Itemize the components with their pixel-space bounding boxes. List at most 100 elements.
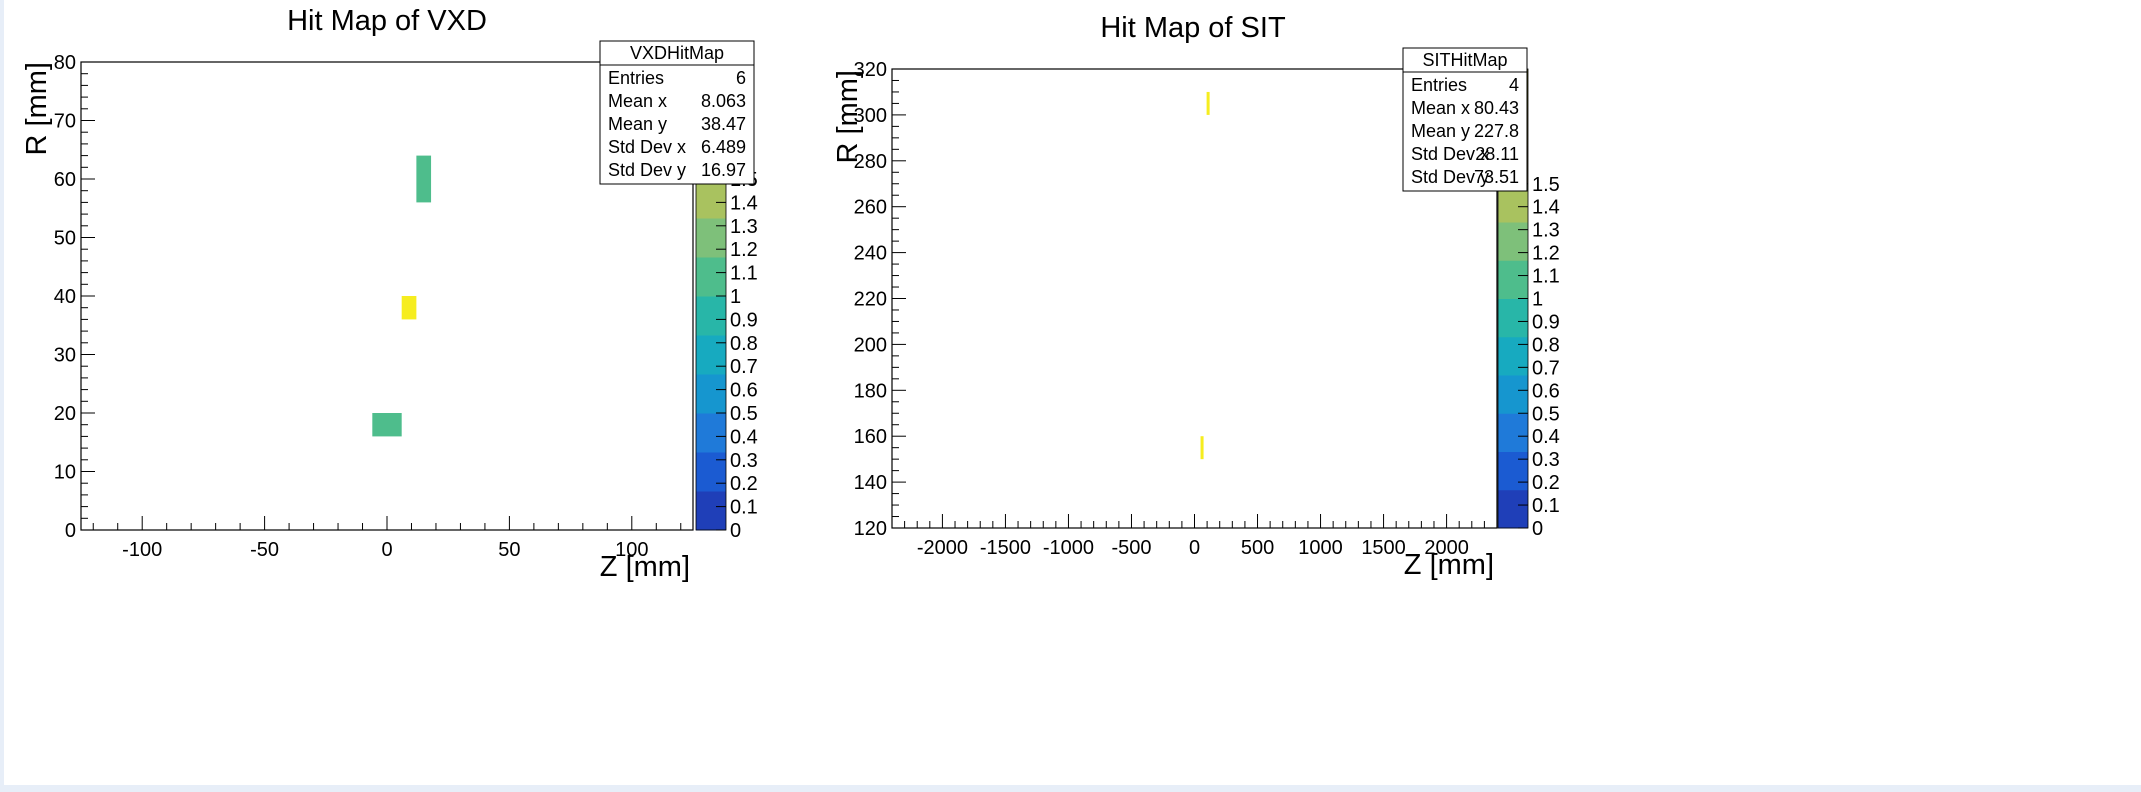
stats-row-label: Std Dev y <box>608 160 686 180</box>
colorbar-segment <box>696 257 726 297</box>
x-axis-label: Z [mm] <box>1404 549 1494 581</box>
y-tick-label: 320 <box>854 59 887 81</box>
stats-row-value: 6.489 <box>701 137 746 157</box>
y-tick-label: 10 <box>54 462 76 484</box>
y-tick-label: 20 <box>54 403 76 425</box>
colorbar-label: 1 <box>730 286 741 308</box>
colorbar-label: 0.2 <box>1532 472 1560 494</box>
y-tick-label: 60 <box>54 169 76 191</box>
colorbar-segment <box>1498 489 1528 529</box>
colorbar-label: 0.4 <box>1532 426 1560 448</box>
stats-row-label: Std Dev x <box>608 137 686 157</box>
y-tick-label: 0 <box>65 520 76 542</box>
data-cell <box>372 413 402 437</box>
y-tick-label: 80 <box>54 52 76 74</box>
stats-row-value: 8.063 <box>701 91 746 111</box>
colorbar-label: 0 <box>730 520 741 542</box>
colorbar-segment <box>696 335 726 375</box>
colorbar-label: 0.5 <box>730 403 758 425</box>
chart-panel-2: Hit Map of SIT-2000 -1500 -1000 -500 0 500 100… <box>832 12 1560 581</box>
colorbar-label: 0.8 <box>730 333 758 355</box>
colorbar-label: 1.1 <box>1532 266 1560 288</box>
stats-box-title: SITHitMap <box>1422 50 1507 70</box>
colorbar-segment <box>696 296 726 336</box>
y-axis-label: R [mm] <box>21 62 53 155</box>
stats-row-label: Entries <box>608 68 664 88</box>
y-tick-label: 50 <box>54 228 76 250</box>
stats-row-label: Mean x <box>1411 98 1470 118</box>
colorbar-label: 0.1 <box>730 497 758 519</box>
colorbar-label: 0.3 <box>1532 449 1560 471</box>
stats-row-value: 80.43 <box>1474 98 1519 118</box>
stats-row-value: 28.11 <box>1475 144 1519 164</box>
chart-title: Hit Map of VXD <box>287 5 487 37</box>
y-tick-label: 70 <box>54 111 76 133</box>
stats-row-value: 38.47 <box>701 114 746 134</box>
y-tick-label: 180 <box>854 380 887 402</box>
colorbar-label: 0.6 <box>730 380 758 402</box>
colorbar-segment <box>696 413 726 453</box>
stats-row-label: Std Dev y <box>1411 167 1489 187</box>
data-cell <box>1206 91 1210 115</box>
colorbar-segment <box>1498 451 1528 491</box>
x-tick-label: -100 <box>122 539 162 561</box>
colorbar-segment <box>696 452 726 492</box>
stats-row-label: Std Dev x <box>1411 144 1489 164</box>
colorbar-label: 0 <box>1532 518 1543 540</box>
stats-row-value: 73.51 <box>1474 167 1519 187</box>
colorbar-label: 1.2 <box>730 239 758 261</box>
colorbar-label: 1.3 <box>730 216 758 238</box>
x-tick-label: -2000 <box>917 537 968 559</box>
colorbar-segment <box>1498 375 1528 414</box>
x-tick-label: 1500 <box>1361 537 1406 559</box>
bottom-edge-strip <box>0 785 2141 792</box>
colorbar-label: 1.4 <box>1532 197 1560 219</box>
colorbar-label: 1.2 <box>1532 243 1560 265</box>
stats-row-label: Entries <box>1411 75 1467 95</box>
x-tick-label: -1500 <box>980 537 1031 559</box>
colorbar-label: 0.3 <box>730 450 758 472</box>
y-tick-label: 160 <box>854 426 887 448</box>
y-tick-label: 40 <box>54 286 76 308</box>
stats-row-value: 4 <box>1509 75 1519 95</box>
y-tick-label: 120 <box>854 518 887 540</box>
stats-row-label: Mean y <box>608 114 667 134</box>
x-tick-label: 1000 <box>1298 537 1343 559</box>
y-tick-label: 260 <box>854 197 887 219</box>
x-tick-label: 50 <box>498 539 520 561</box>
chart-panel-1: Hit Map of VXD-100 -50 0 50 1000102030405060… <box>21 5 758 583</box>
stats-row-value: 227.8 <box>1474 121 1519 141</box>
x-tick-label: -50 <box>250 539 279 561</box>
data-cell <box>416 155 432 203</box>
colorbar-label: 0.7 <box>1532 357 1560 379</box>
y-tick-label: 240 <box>854 243 887 265</box>
x-tick-label: 0 <box>1189 537 1200 559</box>
colorbar-segment <box>1498 336 1528 376</box>
colorbar-segment <box>696 374 726 414</box>
colorbar-label: 0.9 <box>1532 311 1560 333</box>
stats-row-label: Mean y <box>1411 121 1470 141</box>
colorbar-segment <box>1498 260 1528 299</box>
data-cell <box>401 296 417 320</box>
stats-row-label: Mean x <box>608 91 667 111</box>
stats-box-title: VXDHitMap <box>630 43 724 63</box>
x-tick-label: 0 <box>381 539 392 561</box>
x-tick-label: -500 <box>1111 537 1151 559</box>
x-tick-label: 2000 <box>1424 537 1469 559</box>
colorbar-label: 0.8 <box>1532 334 1560 356</box>
colorbar-label: 0.9 <box>730 309 758 331</box>
data-cell <box>1200 436 1204 460</box>
y-tick-label: 200 <box>854 334 887 356</box>
colorbar-label: 1.1 <box>730 263 758 285</box>
colorbar-label: 1.3 <box>1532 220 1560 242</box>
y-tick-label: 140 <box>854 472 887 494</box>
colorbar-label: 0.1 <box>1532 495 1560 517</box>
chart-title: Hit Map of SIT <box>1100 12 1286 44</box>
colorbar-label: 0.2 <box>730 473 758 495</box>
y-tick-label: 30 <box>54 345 76 367</box>
y-tick-label: 220 <box>854 289 887 311</box>
colorbar-segment <box>696 179 726 219</box>
colorbar-segment <box>1498 298 1528 338</box>
x-tick-label: -1000 <box>1043 537 1094 559</box>
